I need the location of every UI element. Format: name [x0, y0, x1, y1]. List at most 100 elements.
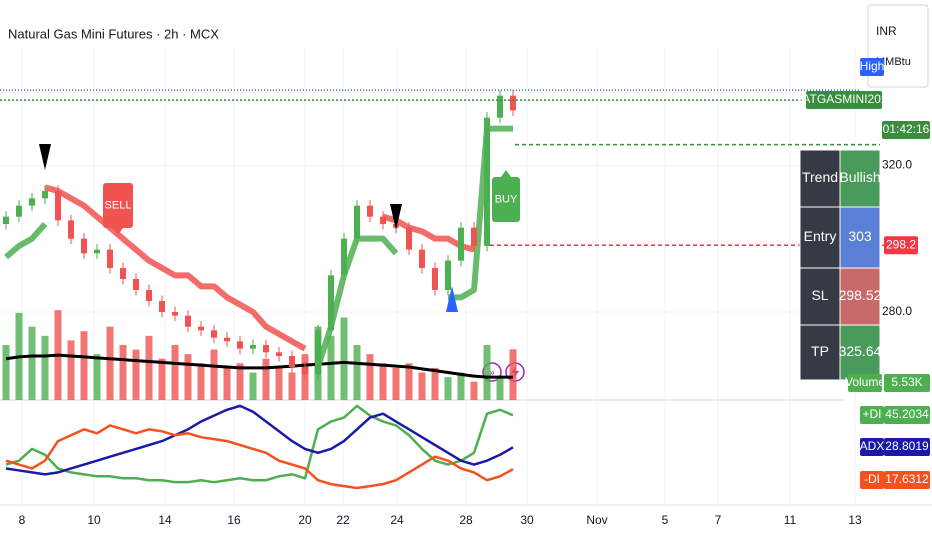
candle-body — [458, 227, 464, 261]
volume-bar — [106, 326, 114, 400]
indicator-value-tag: 45.2034 — [885, 407, 929, 421]
x-tick-label: 13 — [848, 513, 862, 527]
volume-bar — [444, 377, 452, 400]
high-tag-bg — [860, 58, 884, 76]
volume-bar — [327, 335, 335, 400]
signal-pointer — [501, 170, 511, 177]
table-value: 298.52 — [839, 287, 882, 303]
candle-body — [68, 220, 74, 239]
signal-pointer — [113, 228, 123, 235]
candle-body — [471, 227, 477, 246]
volume-bar — [197, 363, 205, 400]
indicator-value-tag-bg — [884, 471, 930, 489]
volume-bar — [184, 354, 192, 400]
volume-bar — [67, 340, 75, 400]
x-tick-label: 14 — [158, 513, 172, 527]
volume-bar — [158, 358, 166, 400]
candle-body — [484, 117, 490, 247]
indicator-name-tag-bg — [860, 438, 884, 456]
table-value: Bullish — [839, 169, 880, 185]
x-tick-label: 28 — [459, 513, 473, 527]
volume-bar — [340, 317, 348, 400]
candle-body — [237, 341, 243, 349]
table-label-cell — [799, 206, 841, 269]
candle-body — [341, 238, 347, 276]
indicator-line — [5, 404, 514, 476]
indicator-line — [5, 424, 514, 490]
volume-bar — [210, 349, 218, 400]
event-icon-glyph: » — [489, 368, 495, 379]
signal-box — [103, 183, 133, 228]
indicator-value-tag-bg — [884, 406, 930, 424]
volume-bar — [41, 335, 49, 400]
chart-title: Natural Gas Mini Futures · 2h · MCX — [8, 26, 219, 41]
volume-bar — [379, 363, 387, 400]
x-tick-label: 10 — [87, 513, 101, 527]
indicator-name-tag: -DI — [864, 472, 880, 486]
x-tick-label: 11 — [784, 513, 797, 527]
candle-body — [380, 216, 386, 224]
indicator-name-tag: ADX — [860, 439, 885, 453]
volume-bar — [496, 377, 504, 400]
volume-bar — [249, 372, 257, 400]
table-label-cell — [799, 149, 841, 208]
volume-value-tag: 5.53K — [891, 375, 922, 389]
signal-label: BUY — [495, 193, 518, 205]
candle-body — [289, 356, 295, 367]
countdown-tag-bg — [882, 121, 930, 139]
volume-bar — [418, 372, 426, 400]
candle-body — [276, 352, 282, 356]
x-tick-label: 30 — [520, 513, 534, 527]
candle-body — [263, 345, 269, 353]
x-tick-label: 22 — [336, 513, 350, 527]
candle-body — [185, 315, 191, 327]
volume-bar — [145, 335, 153, 400]
volume-bar — [93, 354, 101, 400]
volume-bar — [171, 345, 179, 400]
signal-label: SELL — [105, 199, 132, 211]
volume-bar — [132, 349, 140, 400]
y-tick-label: 280.0 — [882, 304, 912, 318]
x-tick-label: 8 — [19, 513, 26, 527]
candle-body — [172, 312, 178, 316]
high-tag: High — [860, 59, 885, 73]
volume-bar — [275, 367, 283, 400]
candle-body — [55, 191, 61, 221]
price-tag-bg — [884, 236, 918, 255]
candle-body — [198, 326, 204, 331]
candle-body — [224, 337, 230, 342]
candle-body — [302, 367, 308, 375]
volume-bar — [353, 345, 361, 400]
volume-bar — [80, 331, 88, 400]
volume-bar — [28, 326, 36, 400]
x-tick-label: 5 — [662, 513, 669, 527]
price-tag: 298.2 — [886, 237, 916, 251]
signal-box — [492, 177, 520, 222]
candle-body — [328, 275, 334, 331]
volume-bar — [366, 354, 374, 400]
volume-bar — [392, 367, 400, 400]
candle-body — [81, 238, 87, 254]
trend-marker — [446, 286, 458, 312]
volume-bar — [457, 372, 465, 400]
candle-body — [94, 249, 100, 254]
indicator-value-tag: 28.8019 — [885, 439, 929, 453]
indicator-line — [5, 404, 514, 484]
candle-body — [354, 205, 360, 239]
candle-body — [250, 345, 256, 349]
volume-bar — [509, 349, 517, 400]
symbol-tag: NATGASMINI2025 — [794, 92, 895, 106]
table-value: 325.64 — [839, 343, 882, 359]
x-tick-label: 7 — [715, 513, 722, 527]
table-label-cell — [799, 324, 841, 381]
table-value-cell — [839, 267, 881, 326]
candle-body — [432, 268, 438, 290]
volume-bar — [2, 345, 10, 400]
candle-body — [445, 260, 451, 290]
table-label: SL — [811, 287, 828, 303]
candle-body — [419, 249, 425, 268]
candle-body — [406, 227, 412, 250]
volume-bar — [236, 363, 244, 400]
table-label: TP — [811, 343, 829, 359]
